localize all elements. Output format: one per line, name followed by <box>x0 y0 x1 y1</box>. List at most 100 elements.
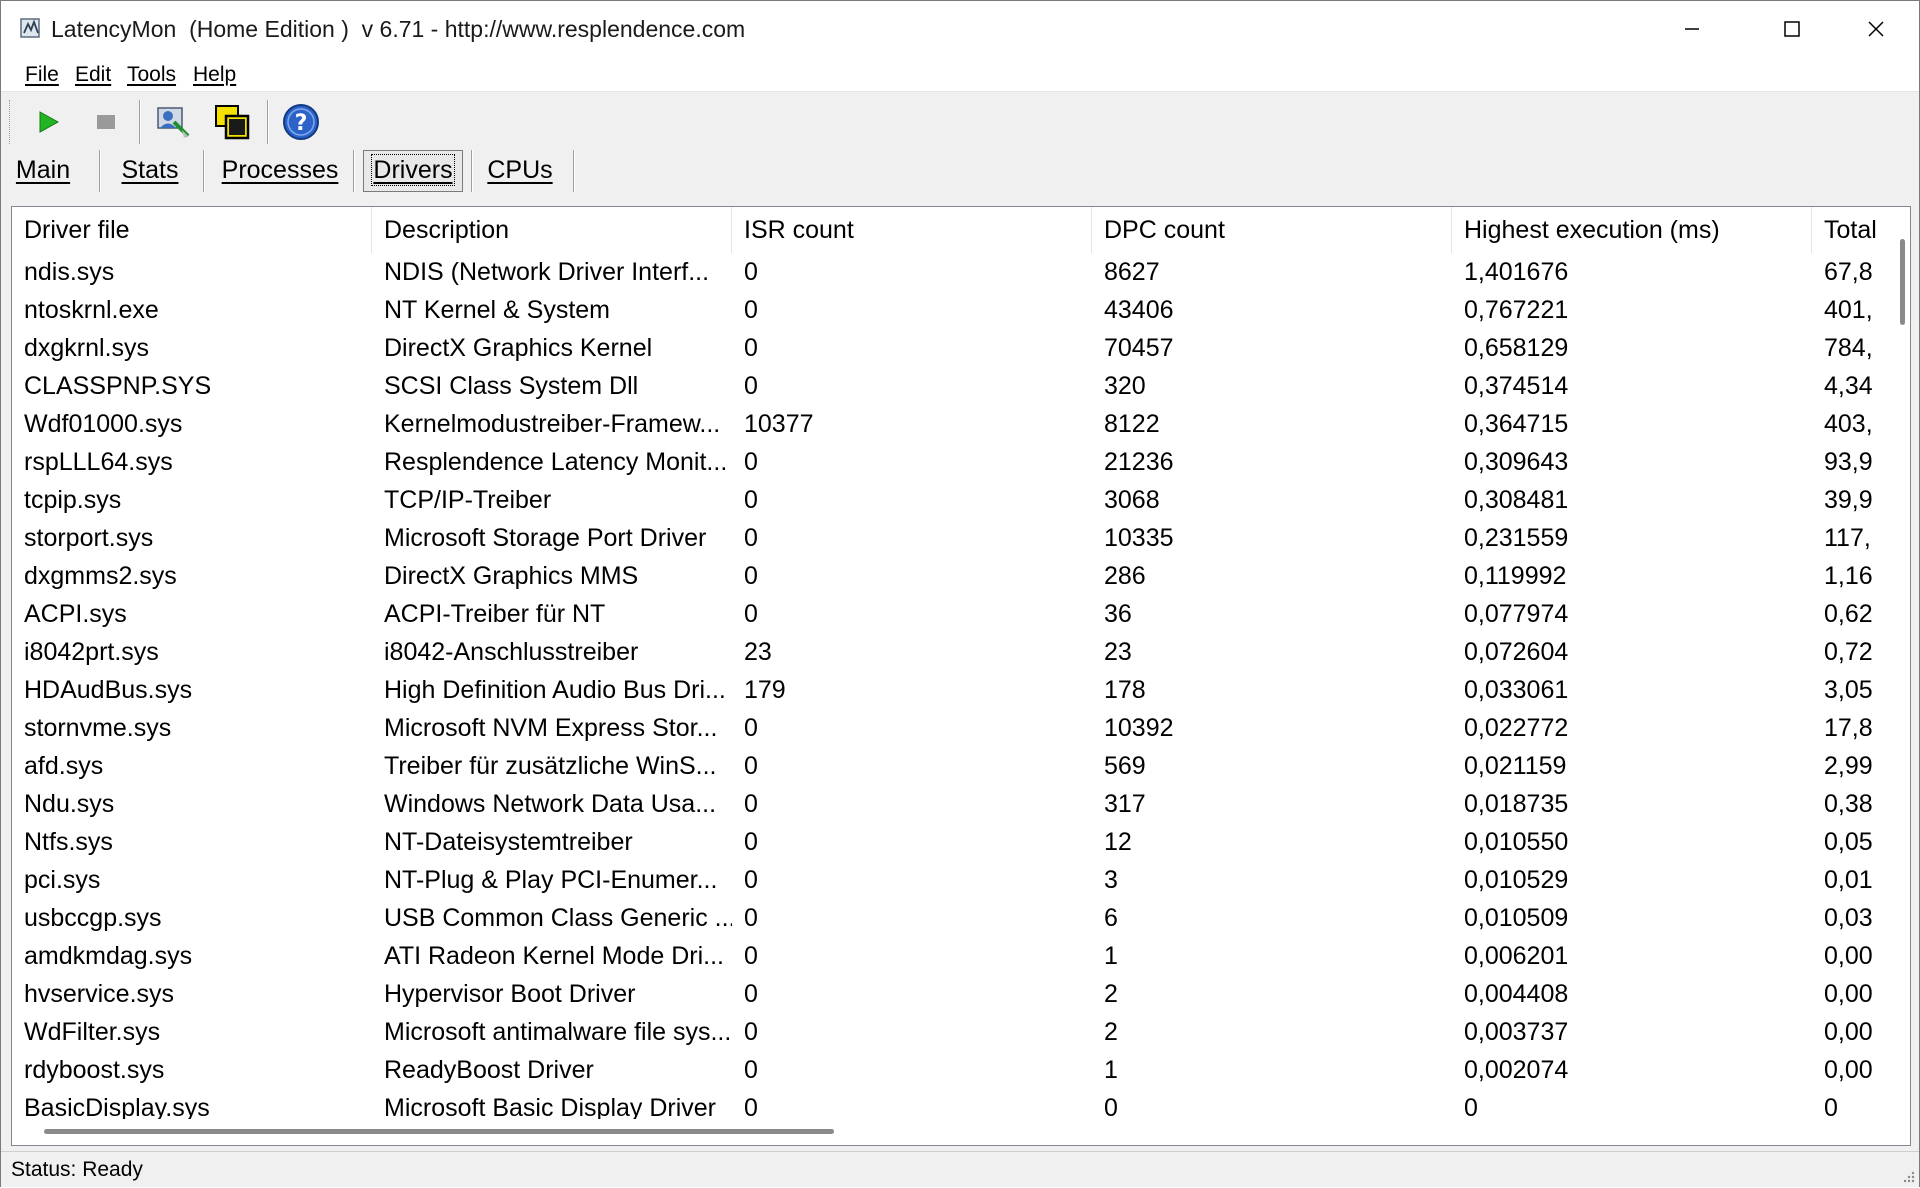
menu-help[interactable]: Help <box>193 63 237 86</box>
table-row[interactable]: BasicDisplay.sys Microsoft Basic Display … <box>12 1089 1892 1119</box>
table-header: Driver file Description ISR count DPC co… <box>12 207 1910 253</box>
stop-monitor-button[interactable] <box>83 100 129 144</box>
cell-total: 67,8 <box>1824 258 1873 286</box>
cell-description: NDIS (Network Driver Interf... <box>384 258 710 286</box>
cell-total: 0,38 <box>1824 790 1873 818</box>
table-row[interactable]: ntoskrnl.exe NT Kernel & System 0 43406 0,76… <box>12 291 1892 329</box>
table-row[interactable]: afd.sys Treiber für zusätzliche WinS... 0 5… <box>12 747 1892 785</box>
toolbar: ? <box>1 92 1919 150</box>
table-row[interactable]: pci.sys NT-Plug & Play PCI-Enumer... 0 3 0,0… <box>12 861 1892 899</box>
tab-processes[interactable]: Processes <box>215 148 345 192</box>
toolbar-separator <box>139 100 141 144</box>
title-bar[interactable]: LatencyMon (Home Edition ) v 6.71 - http… <box>1 1 1919 57</box>
cell-driver-file: dxgkrnl.sys <box>24 334 150 362</box>
cell-driver-file: hvservice.sys <box>24 980 175 1008</box>
table-row[interactable]: usbccgp.sys USB Common Class Generic ... 0… <box>12 899 1892 937</box>
table-row[interactable]: stornvme.sys Microsoft NVM Express Stor..… <box>12 709 1892 747</box>
cell-description: High Definition Audio Bus Dri... <box>384 676 726 704</box>
cell-description: Microsoft NVM Express Stor... <box>384 714 718 742</box>
tab-main[interactable]: Main <box>7 148 79 192</box>
table-row[interactable]: amdkmdag.sys ATI Radeon Kernel Mode Dri..… <box>12 937 1892 975</box>
vertical-scrollbar[interactable] <box>1892 207 1910 1119</box>
cell-driver-file: WdFilter.sys <box>24 1018 161 1046</box>
help-button[interactable]: ? <box>278 100 324 144</box>
cell-highest-execution: 0,010509 <box>1464 904 1569 932</box>
table-row[interactable]: Ndu.sys Windows Network Data Usa... 0 317 0,… <box>12 785 1892 823</box>
column-header-driver-file[interactable]: Driver file <box>12 207 372 253</box>
cell-dpc-count: 8122 <box>1104 410 1160 438</box>
cell-highest-execution: 0,077974 <box>1464 600 1569 628</box>
table-row[interactable]: Ntfs.sys NT-Dateisystemtreiber 0 12 0,010550… <box>12 823 1892 861</box>
horizontal-scroll-thumb[interactable] <box>44 1129 834 1134</box>
cell-isr-count: 179 <box>744 676 786 704</box>
table-row[interactable]: rdyboost.sys ReadyBoost Driver 0 1 0,002074 0… <box>12 1051 1892 1089</box>
table-row[interactable]: CLASSPNP.SYS SCSI Class System Dll 0 320 0,3… <box>12 367 1892 405</box>
cell-highest-execution: 0,021159 <box>1464 752 1567 780</box>
toolbar-grip[interactable] <box>9 100 13 144</box>
column-header-highest-execution[interactable]: Highest execution (ms) <box>1452 207 1812 253</box>
menu-edit[interactable]: Edit <box>75 63 112 86</box>
maximize-button[interactable] <box>1759 1 1825 57</box>
cell-description: Resplendence Latency Monit... <box>384 448 728 476</box>
cell-description: Microsoft antimalware file sys... <box>384 1018 732 1046</box>
cell-highest-execution: 1,401676 <box>1464 258 1569 286</box>
window-options-button[interactable] <box>209 100 255 144</box>
table-row[interactable]: HDAudBus.sys High Definition Audio Bus Dr… <box>12 671 1892 709</box>
cell-dpc-count: 286 <box>1104 562 1146 590</box>
column-header-dpc-count[interactable]: DPC count <box>1092 207 1452 253</box>
table-row[interactable]: rspLLL64.sys Resplendence Latency Monit..… <box>12 443 1892 481</box>
drivers-list-view[interactable]: Driver file Description ISR count DPC co… <box>11 206 1911 1146</box>
tab-drivers[interactable]: Drivers <box>363 150 463 192</box>
cell-description: SCSI Class System Dll <box>384 372 639 400</box>
tab-stats[interactable]: Stats <box>109 148 191 192</box>
cell-highest-execution: 0,018735 <box>1464 790 1569 818</box>
cell-isr-count: 0 <box>744 1056 758 1084</box>
column-header-total[interactable]: Total <box>1824 216 1877 244</box>
cell-highest-execution: 0,033061 <box>1464 676 1569 704</box>
cell-total: 0 <box>1824 1094 1838 1119</box>
table-row[interactable]: dxgmms2.sys DirectX Graphics MMS 0 286 0,119… <box>12 557 1892 595</box>
table-row[interactable]: ndis.sys NDIS (Network Driver Interf... 0 8… <box>12 253 1892 291</box>
table-row[interactable]: dxgkrnl.sys DirectX Graphics Kernel 0 70457… <box>12 329 1892 367</box>
cell-isr-count: 0 <box>744 372 758 400</box>
table-row[interactable]: WdFilter.sys Microsoft antimalware file s… <box>12 1013 1892 1051</box>
cell-highest-execution: 0,231559 <box>1464 524 1569 552</box>
column-header-isr-count[interactable]: ISR count <box>732 207 1092 253</box>
vertical-scroll-thumb[interactable] <box>1900 239 1905 325</box>
column-header-description[interactable]: Description <box>372 207 732 253</box>
cell-description: Hypervisor Boot Driver <box>384 980 636 1008</box>
tab-drivers-label: Drivers <box>371 154 455 186</box>
table-row[interactable]: i8042prt.sys i8042-Anschlusstreiber 23 23 0,… <box>12 633 1892 671</box>
cell-isr-count: 0 <box>744 258 758 286</box>
cell-driver-file: rdyboost.sys <box>24 1056 165 1084</box>
table-row[interactable]: Wdf01000.sys Kernelmodustreiber-Framew...… <box>12 405 1892 443</box>
cell-driver-file: HDAudBus.sys <box>24 676 193 704</box>
resize-grip-icon[interactable] <box>1901 1169 1915 1183</box>
cell-description: Kernelmodustreiber-Framew... <box>384 410 721 438</box>
cell-description: Microsoft Storage Port Driver <box>384 524 707 552</box>
cell-total: 0,00 <box>1824 980 1873 1008</box>
cell-dpc-count: 1 <box>1104 942 1118 970</box>
cell-isr-count: 0 <box>744 828 758 856</box>
cell-total: 93,9 <box>1824 448 1873 476</box>
start-monitor-button[interactable] <box>25 100 71 144</box>
tab-cpus[interactable]: CPUs <box>479 148 561 192</box>
table-row[interactable]: storport.sys Microsoft Storage Port Drive… <box>12 519 1892 557</box>
cell-total: 117, <box>1824 524 1871 552</box>
menu-tools[interactable]: Tools <box>127 63 177 86</box>
cell-total: 0,01 <box>1824 866 1873 894</box>
table-row[interactable]: ACPI.sys ACPI-Treiber für NT 0 36 0,077974 0,… <box>12 595 1892 633</box>
horizontal-scrollbar[interactable] <box>12 1119 1892 1143</box>
user-settings-button[interactable] <box>149 100 195 144</box>
close-button[interactable] <box>1843 1 1909 57</box>
table-row[interactable]: hvservice.sys Hypervisor Boot Driver 0 2 0,0… <box>12 975 1892 1013</box>
cell-highest-execution: 0 <box>1464 1094 1478 1119</box>
minimize-button[interactable] <box>1659 1 1725 57</box>
tab-separator <box>353 150 355 192</box>
cell-driver-file: ndis.sys <box>24 258 115 286</box>
menu-file[interactable]: File <box>25 63 59 86</box>
tab-separator <box>573 150 575 192</box>
toolbar-separator <box>267 100 269 144</box>
table-row[interactable]: tcpip.sys TCP/IP-Treiber 0 3068 0,308481 39,9 <box>12 481 1892 519</box>
cell-isr-count: 0 <box>744 524 758 552</box>
